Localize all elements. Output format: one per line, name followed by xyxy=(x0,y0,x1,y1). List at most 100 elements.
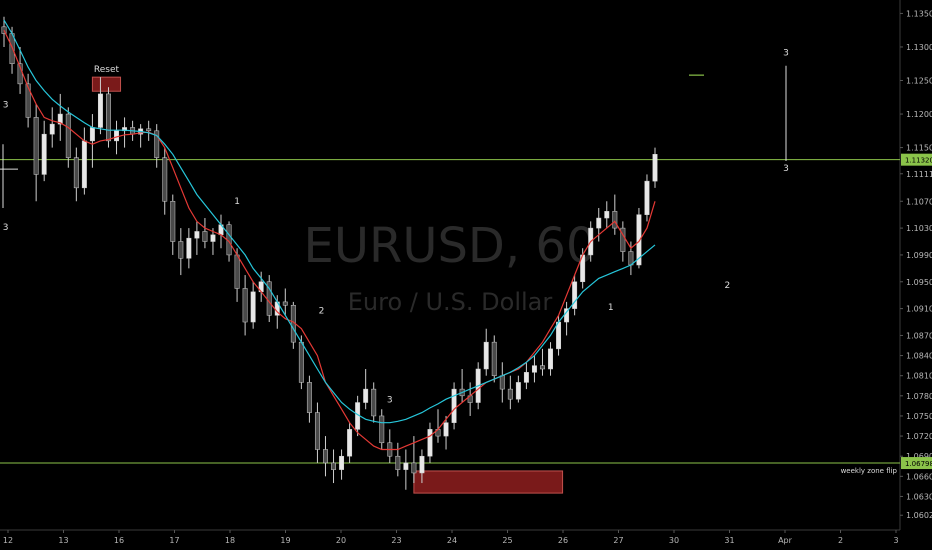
candle-body xyxy=(491,341,497,376)
candle-body xyxy=(531,365,537,373)
x-tick-label: 24 xyxy=(447,536,457,545)
y-tick-label: 1.08400 xyxy=(906,352,932,361)
candle-body xyxy=(612,211,618,229)
price-badge xyxy=(901,457,932,470)
candle-body xyxy=(371,388,377,417)
wave-label: 3 xyxy=(3,100,9,110)
candle-body xyxy=(596,217,602,229)
candle-body xyxy=(186,237,192,259)
y-tick-label: 1.13500 xyxy=(906,9,932,18)
candle-body xyxy=(620,227,626,252)
candle-body xyxy=(89,127,95,142)
candle-body xyxy=(114,130,119,142)
moving-averages xyxy=(3,19,656,451)
candle-body xyxy=(556,321,562,350)
candle-body xyxy=(347,429,353,457)
candle-body xyxy=(443,422,449,437)
wave-label: 3 xyxy=(3,223,9,233)
x-tick-label: 13 xyxy=(58,536,68,545)
candle-body xyxy=(652,154,658,182)
candle-body xyxy=(65,113,71,158)
x-tick-label: 19 xyxy=(280,536,290,545)
price-badge-text: 1.11320 xyxy=(905,157,932,165)
zone-box xyxy=(91,76,122,92)
candle-body xyxy=(25,83,31,118)
candle-body xyxy=(363,388,369,403)
candle-body xyxy=(379,415,385,444)
candle-body xyxy=(507,388,513,400)
x-tick-label: Apr xyxy=(778,536,793,545)
wave-label: 1 xyxy=(608,303,614,313)
price-badge xyxy=(901,153,932,166)
ema-line xyxy=(3,29,656,451)
wave-label: 3 xyxy=(387,396,393,406)
x-tick-label: 3 xyxy=(893,536,898,545)
y-tick-label: 1.09900 xyxy=(906,251,932,260)
price-badges: 1.11320 1.06798 xyxy=(901,153,932,470)
candle-body xyxy=(636,214,642,266)
wave-label: 1 xyxy=(234,197,240,207)
candle-body xyxy=(427,429,433,457)
x-tick-label: 25 xyxy=(502,536,512,545)
x-tick-label: 18 xyxy=(225,536,235,545)
vertical-marker xyxy=(0,65,787,208)
zone-box xyxy=(413,470,564,494)
zone-label: Reset xyxy=(94,65,120,75)
candle-body xyxy=(73,157,79,189)
candle-body xyxy=(57,113,63,125)
candle-body xyxy=(154,130,160,158)
watermark: EURUSD, 60 Euro / U.S. Dollar xyxy=(304,218,597,316)
candle-body xyxy=(298,341,304,383)
y-tick-label: 1.08100 xyxy=(906,372,932,381)
wave-label: 2 xyxy=(319,306,325,316)
horizontal-line-label: weekly zone flip xyxy=(841,467,898,475)
candle-body xyxy=(323,449,328,464)
y-tick-label: 1.06020 xyxy=(906,511,932,520)
candle-body xyxy=(403,462,409,470)
candle-body xyxy=(540,365,545,370)
watermark-symbol: EURUSD, 60 xyxy=(304,218,597,274)
candle-body xyxy=(122,127,128,132)
wave-label: 3 xyxy=(783,164,789,174)
y-tick-label: 1.13000 xyxy=(906,43,932,52)
candle-body xyxy=(644,180,650,215)
candle-body xyxy=(604,211,610,219)
candle-body xyxy=(572,281,578,309)
y-tick-label: 1.09100 xyxy=(906,305,932,314)
y-tick-label: 1.10700 xyxy=(906,197,932,206)
candle-body xyxy=(419,455,425,474)
y-tick-label: 1.11500 xyxy=(906,144,932,153)
price-axis[interactable]: 1.13500 1.13000 1.12500 1.12000 1.11500 1.111… xyxy=(900,9,932,520)
candle-body xyxy=(483,341,489,370)
candle-body xyxy=(49,123,55,135)
x-tick-label: 31 xyxy=(724,536,734,545)
candle-body xyxy=(282,301,288,306)
candle-body xyxy=(523,372,529,383)
candle-body xyxy=(97,93,103,128)
x-tick-label: 23 xyxy=(391,536,401,545)
y-tick-label: 1.09500 xyxy=(906,278,932,287)
wave-label: 2 xyxy=(724,281,730,291)
candle-body xyxy=(515,382,521,400)
candle-body xyxy=(210,234,216,242)
grid xyxy=(0,0,901,531)
y-tick-label: 1.08700 xyxy=(906,331,932,340)
candle-body xyxy=(395,455,401,470)
time-axis[interactable]: 12 13 16 17 18 19 20 23 24 25 26 27 30 31 Apr 2 3 xyxy=(3,530,899,545)
y-tick-label: 1.06900 xyxy=(906,452,932,461)
candle-body xyxy=(162,157,168,202)
y-tick-label: 1.07200 xyxy=(906,432,932,441)
candle-body xyxy=(41,133,47,175)
candle-body xyxy=(411,462,417,474)
ema-line xyxy=(3,19,656,424)
candle-body xyxy=(499,375,505,390)
candle-body xyxy=(146,128,152,132)
x-tick-label: 27 xyxy=(613,536,623,545)
candle-body xyxy=(33,117,39,175)
candle-body xyxy=(194,231,200,239)
y-tick-label: 1.12500 xyxy=(906,77,932,86)
candle-body xyxy=(170,201,176,242)
x-tick-label: 20 xyxy=(336,536,346,545)
candle-body xyxy=(250,291,256,323)
